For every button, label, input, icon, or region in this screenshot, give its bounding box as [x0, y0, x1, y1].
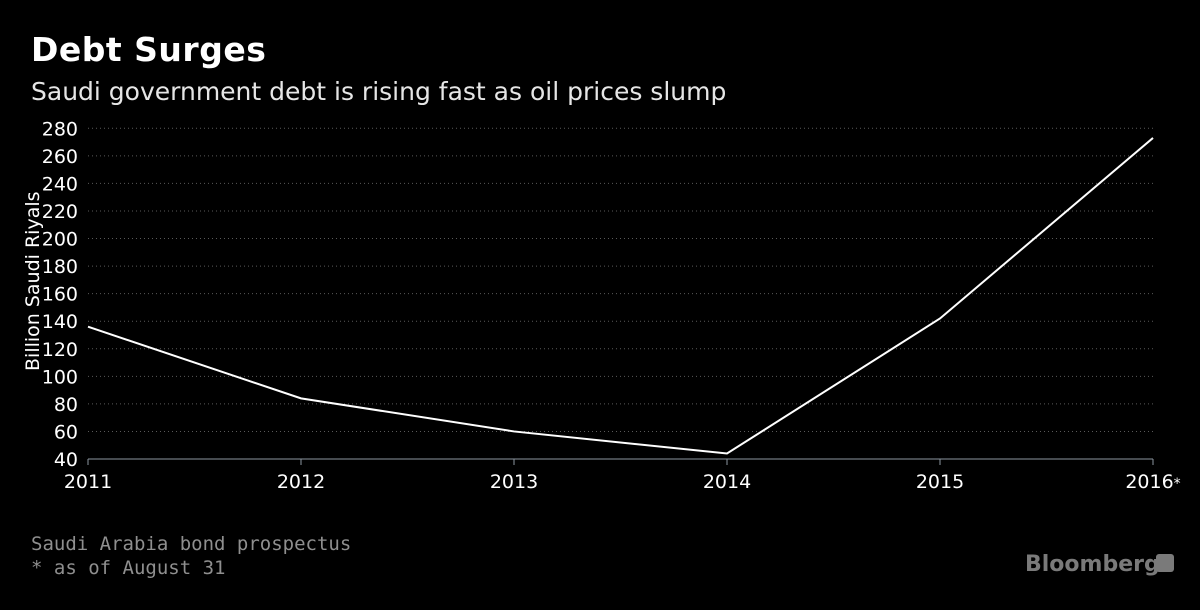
- y-tick-label: 280: [42, 118, 78, 140]
- source-text: Saudi Arabia bond prospectus: [31, 533, 352, 555]
- x-tick-label: 2013: [490, 471, 538, 493]
- y-tick-label: 240: [42, 173, 78, 195]
- y-tick-label: 100: [42, 366, 78, 388]
- y-tick-label: 40: [54, 449, 78, 471]
- y-tick-label: 120: [42, 339, 78, 361]
- x-tick-label: 2011: [64, 471, 112, 493]
- bloomberg-chart-icon: [1156, 554, 1174, 572]
- x-tick-label: 2015: [916, 471, 964, 493]
- footer-notes: Saudi Arabia bond prospectus * as of Aug…: [31, 532, 351, 580]
- y-tick-label: 200: [42, 229, 78, 251]
- x-tick-label: 2016*: [1125, 471, 1180, 493]
- series-line: [87, 137, 1154, 455]
- y-tick-label: 140: [42, 311, 78, 333]
- bloomberg-logo: Bloomberg: [1025, 552, 1160, 577]
- chart-title: Debt Surges: [31, 30, 267, 69]
- footnote-text: * as of August 31: [31, 557, 226, 579]
- x-tick-label: 2012: [277, 471, 325, 493]
- x-tick-label: 2014: [703, 471, 751, 493]
- chart-subtitle: Saudi government debt is rising fast as …: [31, 77, 727, 106]
- y-tick-label: 260: [42, 146, 78, 168]
- y-tick-label: 60: [54, 421, 78, 443]
- y-tick-label: 220: [42, 201, 78, 223]
- y-tick-label: 80: [54, 394, 78, 416]
- y-tick-label: 180: [42, 256, 78, 278]
- y-tick-label: 160: [42, 284, 78, 306]
